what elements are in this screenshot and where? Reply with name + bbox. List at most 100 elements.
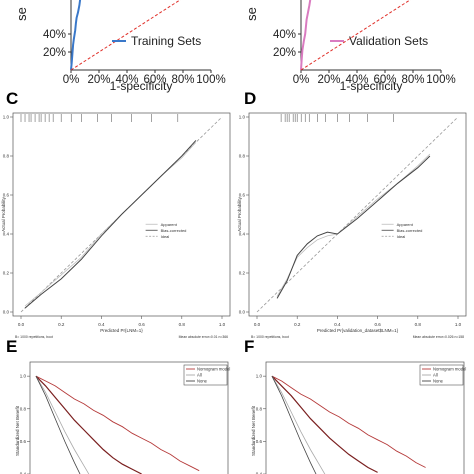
roc-validation-x-tick-label: 60% [373, 74, 396, 86]
calibration-training-y-tick-label: 0.6 [3, 193, 10, 198]
decision-curve-validation-y-axis-label: Standardized Net Benefit [251, 405, 256, 456]
roc-training-x-tick-label: 0% [63, 74, 80, 86]
roc-training-x-tick-label: 100% [196, 74, 225, 86]
roc-validation-y-axis-label: se [244, 7, 259, 21]
decision-curve-training-y-tick-label: 0.4 [20, 472, 27, 474]
roc-validation-x-tick-label: 20% [317, 74, 340, 86]
decision-curve-validation-legend-label: Nomogram model [433, 367, 466, 372]
decision-curve-validation-legend-box [419, 364, 464, 386]
decision-curve-training-y-axis-label: Standardized Net Benefit [15, 405, 20, 456]
calibration-validation-x-tick-label: 1.0 [455, 322, 462, 327]
calibration-training-footer-left: B= 1000 repetitions, boot [15, 335, 53, 339]
calibration-validation-y-tick-label: 1.0 [239, 115, 246, 120]
decision-curve-validation-series-line [271, 376, 317, 474]
roc-training-x-tick-label: 60% [143, 74, 166, 86]
panel-letter-f: F [244, 337, 254, 356]
roc-training-x-tick-label: 20% [87, 74, 110, 86]
calibration-validation-y-tick-label: 0.6 [239, 193, 246, 198]
calibration-training-x-tick-label: 0.2 [58, 322, 65, 327]
decision-curve-validation-y-tick-label: 0.6 [256, 439, 263, 444]
roc-training-legend-label: Training Sets [131, 34, 201, 48]
calibration-validation-y-tick-label: 0.4 [239, 232, 246, 237]
roc-validation-y-tick-label: 20% [273, 47, 296, 59]
decision-curve-training-y-tick-label: 1.0 [20, 374, 27, 379]
roc-validation-x-tick-label: 100% [426, 74, 455, 86]
roc-training-x-tick-label: 80% [171, 74, 194, 86]
calibration-validation-legend-label: Bias-corrected [397, 228, 423, 233]
roc-training-series-line [70, 0, 82, 71]
calibration-validation-y-tick-label: 0.2 [239, 271, 246, 276]
roc-training-y-tick-label: 20% [43, 47, 66, 59]
calibration-validation-x-axis-label: Predicted Pr{validation_dataset$LNM=1} [317, 328, 399, 333]
decision-curve-training-legend-box [183, 364, 228, 386]
calibration-training-footer-right: Mean absolute error=0.01 n=366 [179, 335, 229, 339]
decision-curve-validation-y-tick-label: 0.4 [256, 472, 263, 474]
calibration-training-legend-label: Bias-corrected [161, 228, 187, 233]
calibration-validation-x-tick-label: 0.6 [374, 322, 381, 327]
roc-validation-y-tick-label: 40% [273, 29, 296, 41]
calibration-validation-footer-right: Mean absolute error=0.026 n=158 [413, 335, 464, 339]
calibration-training-x-tick-label: 0.8 [179, 322, 186, 327]
calibration-training-y-tick-label: 1.0 [3, 115, 10, 120]
decision-curve-validation-legend-label: All [433, 373, 438, 378]
calibration-validation-plot-frame [248, 112, 467, 317]
decision-curve-training-series-line [35, 375, 200, 472]
calibration-validation-x-tick-label: 0.2 [294, 322, 301, 327]
calibration-training-legend-label: Ideal [161, 234, 170, 239]
roc-training-x-tick-label: 40% [115, 74, 138, 86]
roc-validation-x-tick-label: 0% [293, 74, 310, 86]
calibration-validation-y-axis-label: Actual Probability [237, 196, 242, 232]
calibration-training-y-tick-label: 0.2 [3, 271, 10, 276]
calibration-validation-x-tick-label: 0.8 [415, 322, 422, 327]
roc-validation-x-axis-label: 1-specificity [340, 79, 403, 93]
roc-validation-legend-label: Validation Sets [349, 34, 428, 48]
calibration-training-x-tick-label: 0.4 [98, 322, 105, 327]
calibration-training-x-tick-label: 0.0 [18, 322, 25, 327]
calibration-training-y-tick-label: 0.4 [3, 232, 10, 237]
decision-curve-training-plot-frame [29, 361, 229, 474]
roc-training-x-axis-label: 1-specificity [110, 79, 173, 93]
calibration-training-legend-label: Apparent [161, 222, 178, 227]
calibration-validation-y-tick-label: 0.0 [239, 310, 246, 315]
calibration-training-series-line-apparent [24, 142, 197, 307]
calibration-validation-footer-left: B= 1000 repetitions, boot [251, 335, 289, 339]
decision-curve-training-y-tick-label: 0.6 [20, 439, 27, 444]
decision-curve-training-legend-label: All [197, 373, 202, 378]
roc-validation-series-line [300, 0, 312, 71]
decision-curve-training-legend-label: Nomogram model [197, 367, 230, 372]
calibration-validation-legend-label: Ideal [397, 234, 406, 239]
decision-curve-training-y-tick-label: 0.8 [20, 406, 27, 411]
roc-validation-x-tick-label: 40% [345, 74, 368, 86]
roc-validation-x-tick-label: 80% [401, 74, 424, 86]
roc-training-series-line [70, 0, 181, 71]
calibration-validation-x-tick-label: 0.4 [334, 322, 341, 327]
calibration-validation-y-tick-label: 0.8 [239, 154, 246, 159]
decision-curve-validation-series-line [271, 375, 426, 468]
roc-validation-series-line [300, 0, 411, 71]
calibration-training-x-tick-label: 1.0 [219, 322, 226, 327]
decision-curve-training-legend-label: None [197, 379, 208, 384]
calibration-training-y-axis-label: Actual Probability [1, 196, 6, 232]
panel-letter-d: D [244, 89, 256, 108]
roc-training-y-tick-label: 40% [43, 29, 66, 41]
roc-training-y-axis-label: se [14, 7, 29, 21]
calibration-validation-series-line-bias-corrected [276, 155, 431, 299]
panel-letter-c: C [6, 89, 18, 108]
calibration-validation-series-line-ideal [256, 116, 459, 313]
decision-curve-validation-y-tick-label: 1.0 [256, 374, 263, 379]
calibration-validation-legend-label: Apparent [397, 222, 414, 227]
calibration-training-plot-frame [12, 112, 231, 317]
decision-curve-validation-plot-frame [265, 361, 465, 474]
decision-curve-validation-series-line [271, 375, 378, 473]
calibration-training-series-line-bias-corrected [24, 140, 197, 309]
decision-curve-training-series-line [35, 376, 81, 474]
decision-curve-validation-series-line [271, 375, 326, 474]
calibration-training-y-tick-label: 0.8 [3, 154, 10, 159]
decision-curve-validation-y-tick-label: 0.8 [256, 406, 263, 411]
decision-curve-training-series-line [35, 375, 142, 474]
panel-letter-e: E [6, 337, 17, 356]
calibration-validation-x-tick-label: 0.0 [254, 322, 261, 327]
calibration-training-x-axis-label: Predicted Pr{LNM=1} [100, 328, 143, 333]
decision-curve-validation-legend-label: None [433, 379, 444, 384]
